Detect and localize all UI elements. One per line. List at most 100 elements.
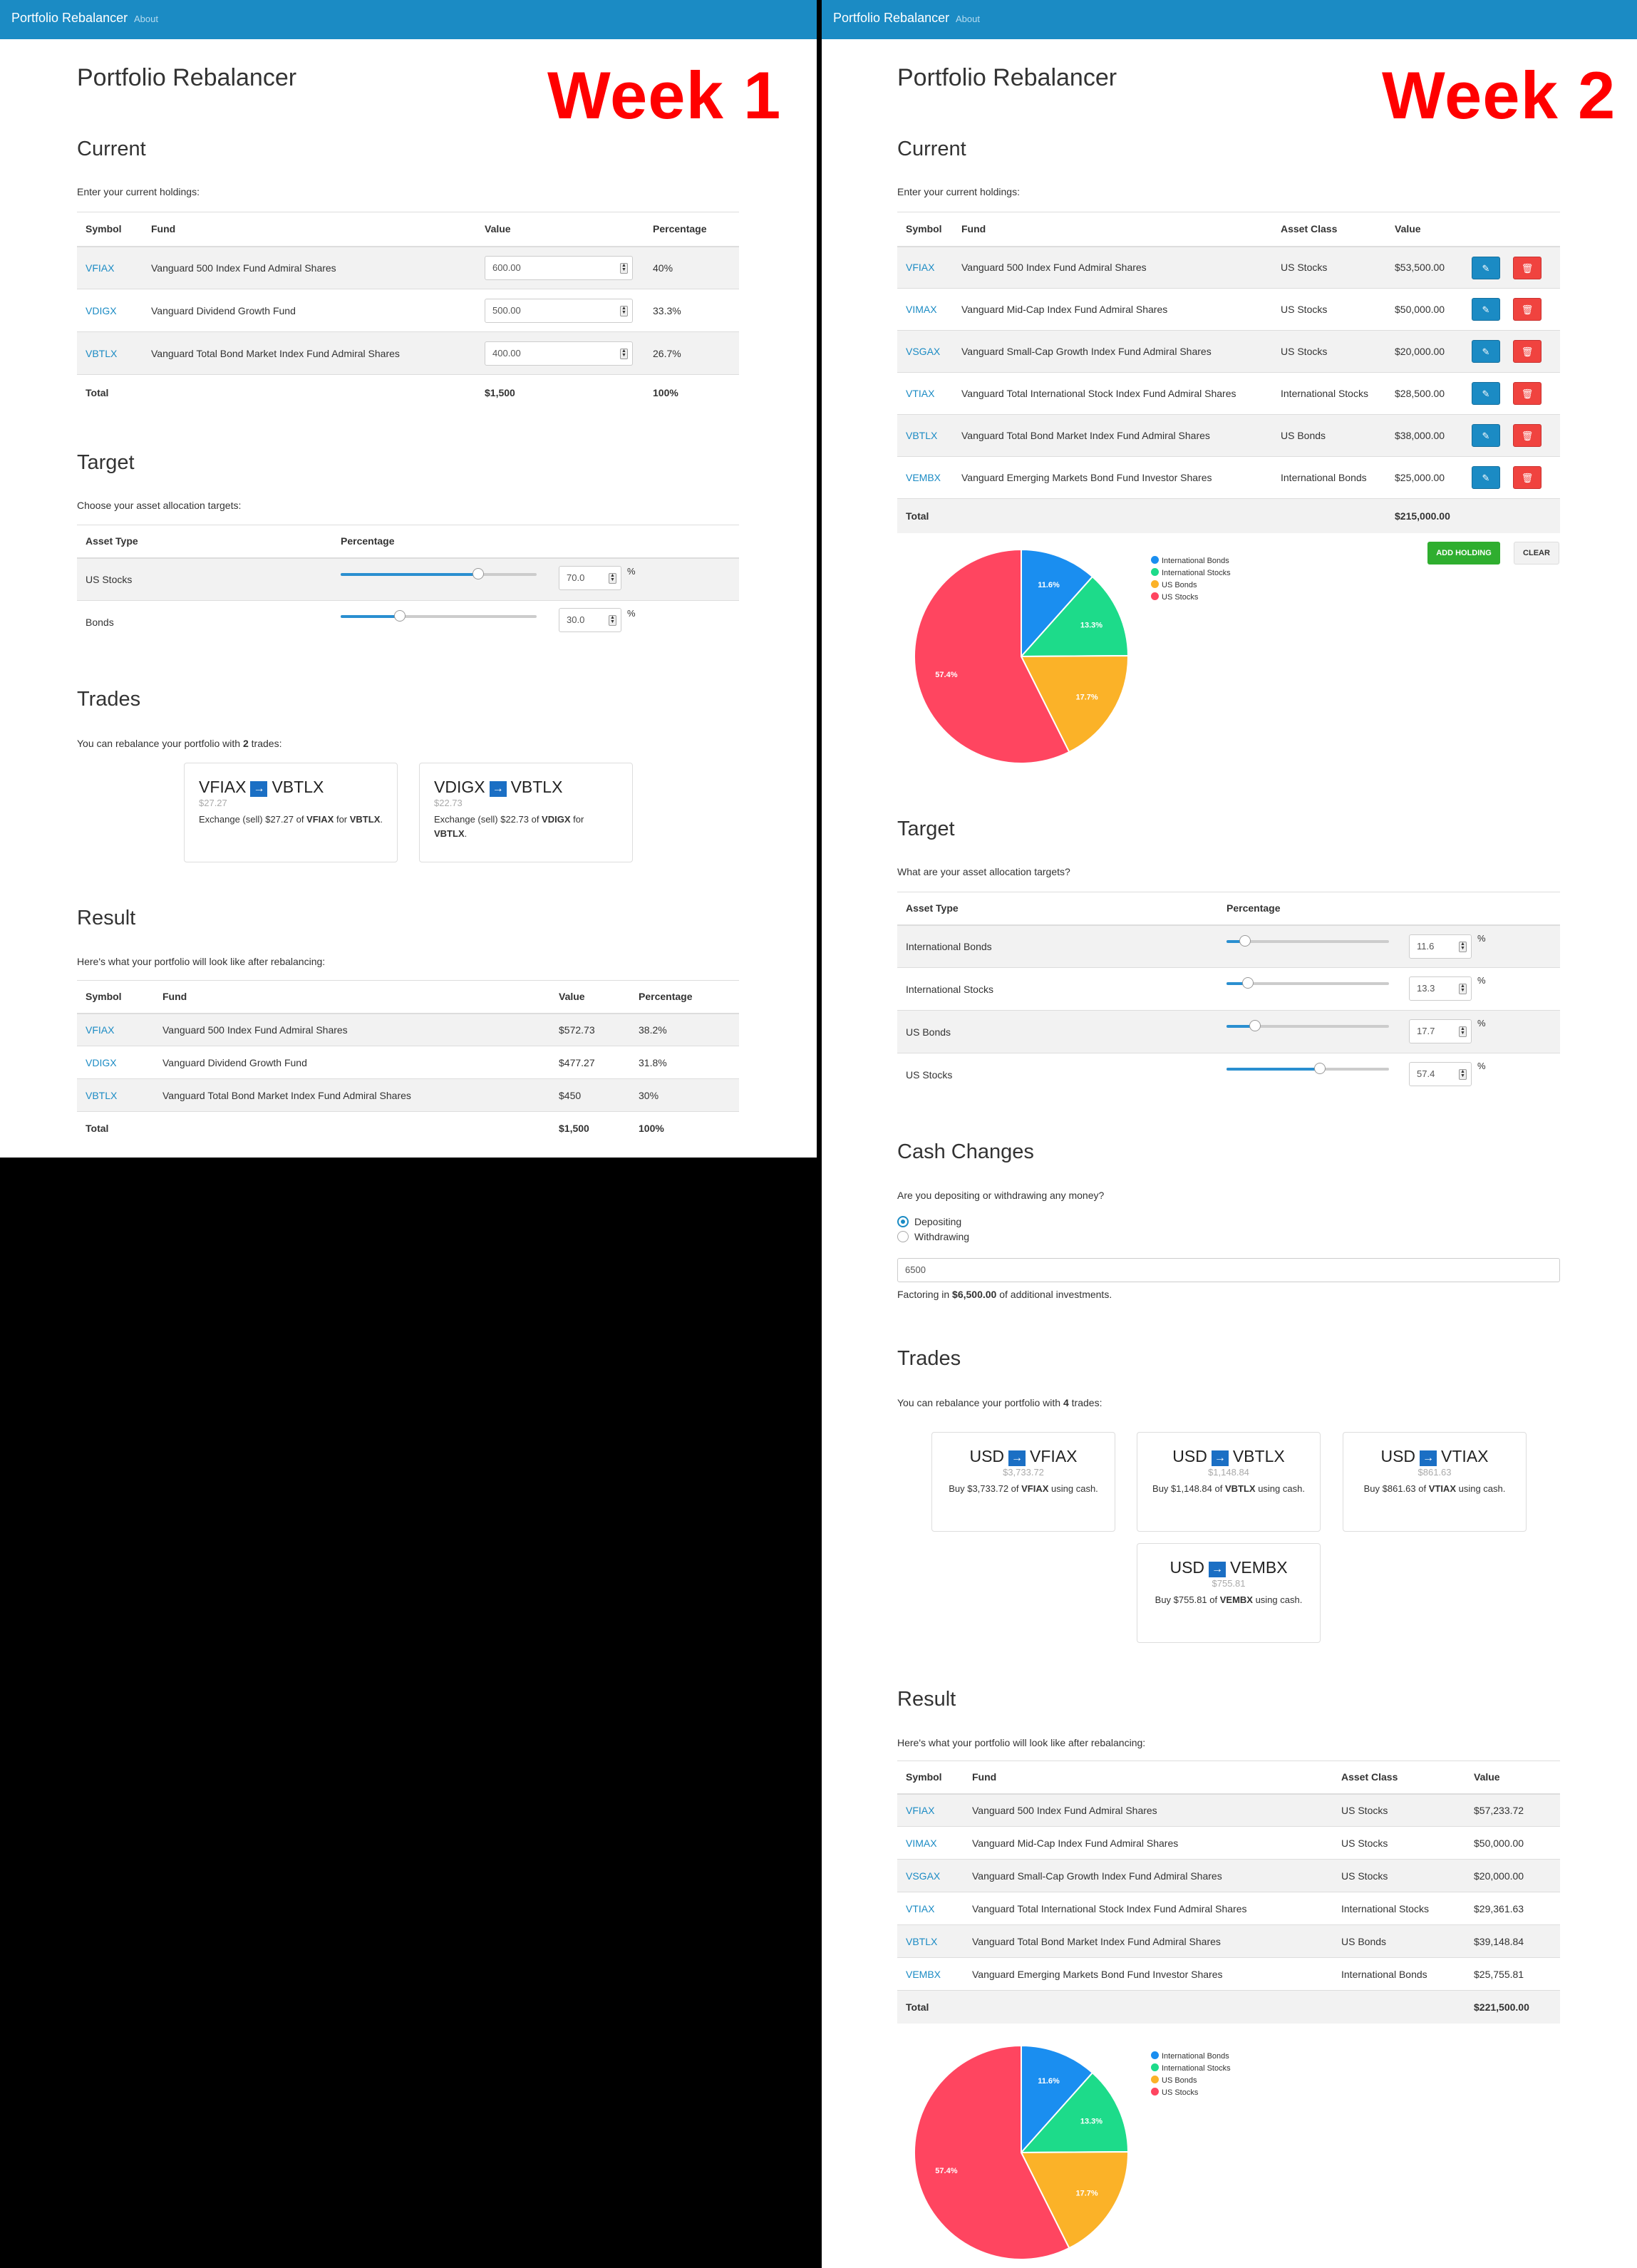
- legend-item[interactable]: US Stocks: [1151, 592, 1231, 604]
- add-holding-button[interactable]: ADD HOLDING: [1427, 542, 1500, 565]
- symbol-link[interactable]: VSGAX: [906, 346, 941, 357]
- col-header: Fund: [143, 212, 476, 247]
- cash-amount-input[interactable]: 6500: [897, 1258, 1560, 1282]
- section-heading: Result: [897, 1688, 956, 1711]
- about-link[interactable]: About: [134, 14, 158, 24]
- legend-item[interactable]: International Stocks: [1151, 567, 1231, 579]
- legend-item[interactable]: US Stocks: [1151, 2087, 1231, 2099]
- week-label: Week 1: [547, 58, 782, 133]
- legend-item[interactable]: US Bonds: [1151, 2075, 1231, 2087]
- value-input[interactable]: 400.00 ▲ ▼: [485, 341, 633, 366]
- value-input[interactable]: 600.00 ▲ ▼: [485, 255, 633, 280]
- symbol-link[interactable]: VDIGX: [86, 1056, 117, 1068]
- spinner-icon[interactable]: ▲ ▼: [1459, 984, 1467, 994]
- symbol-link[interactable]: VFIAX: [906, 262, 935, 274]
- legend-item[interactable]: International Bonds: [1151, 2051, 1231, 2063]
- symbol-link[interactable]: VIMAX: [906, 1837, 937, 1849]
- symbol-link[interactable]: VBTLX: [86, 347, 118, 359]
- allocation-slider[interactable]: [1227, 1020, 1389, 1031]
- asset-class: US Stocks: [1272, 246, 1386, 289]
- slice-label: 57.4%: [935, 671, 957, 679]
- symbol-link[interactable]: VBTLX: [906, 1935, 938, 1947]
- symbol-link[interactable]: VFIAX: [86, 1024, 115, 1036]
- fund-name: Vanguard Total International Stock Index…: [953, 372, 1272, 415]
- pencil-icon[interactable]: ✎: [1472, 382, 1500, 405]
- slider-handle[interactable]: [1249, 1020, 1261, 1031]
- fund-name: Vanguard Total Bond Market Index Fund Ad…: [953, 414, 1272, 457]
- asset-class: International Stocks: [1272, 372, 1386, 415]
- legend-item[interactable]: International Bonds: [1151, 555, 1231, 567]
- table-row: VDIGX Vanguard Dividend Growth Fund $477…: [77, 1046, 739, 1079]
- symbol-link[interactable]: VEMBX: [906, 1968, 941, 1980]
- symbol-link[interactable]: VTIAX: [906, 1902, 935, 1914]
- asset-type: US Stocks: [77, 557, 332, 601]
- slider-handle[interactable]: [1239, 934, 1251, 947]
- trash-icon[interactable]: 🗑: [1513, 256, 1542, 279]
- section-intro: Enter your current holdings:: [897, 186, 1020, 197]
- trash-icon[interactable]: 🗑: [1513, 466, 1542, 489]
- symbol-link[interactable]: VBTLX: [86, 1089, 118, 1101]
- legend-item[interactable]: US Bonds: [1151, 579, 1231, 592]
- symbol-link[interactable]: VIMAX: [906, 304, 937, 315]
- percentage-input[interactable]: 30.0 ▲ ▼: [559, 608, 621, 632]
- col-header: Asset Type: [77, 525, 332, 559]
- spinner-icon[interactable]: ▲ ▼: [609, 572, 616, 584]
- legend-swatch: [1151, 556, 1159, 564]
- pencil-icon[interactable]: ✎: [1472, 466, 1500, 489]
- depositing-radio[interactable]: [897, 1216, 909, 1227]
- percentage-input[interactable]: 13.3 ▲ ▼: [1409, 976, 1472, 1001]
- symbol-link[interactable]: VBTLX: [906, 430, 938, 441]
- brand-link[interactable]: Portfolio Rebalancer: [833, 11, 950, 25]
- pencil-icon[interactable]: ✎: [1472, 424, 1500, 447]
- trade-description: Buy $3,733.72 of VFIAX using cash.: [949, 1483, 1098, 1494]
- slider-handle[interactable]: [1242, 977, 1254, 989]
- percentage-input[interactable]: 17.7 ▲ ▼: [1409, 1019, 1472, 1043]
- trash-icon[interactable]: 🗑: [1513, 340, 1542, 363]
- spinner-icon[interactable]: ▲ ▼: [1459, 1026, 1467, 1037]
- value-input[interactable]: 500.00 ▲ ▼: [485, 298, 633, 323]
- allocation-slider[interactable]: [1227, 1063, 1389, 1074]
- spinner-icon[interactable]: ▲ ▼: [609, 615, 616, 626]
- trash-icon[interactable]: 🗑: [1513, 382, 1542, 405]
- holding-value: $57,233.72: [1465, 1793, 1560, 1827]
- pencil-icon[interactable]: ✎: [1472, 298, 1500, 321]
- allocation-slider[interactable]: [1227, 977, 1389, 989]
- symbol-link[interactable]: VFIAX: [906, 1804, 935, 1816]
- symbol-link[interactable]: VFIAX: [86, 262, 115, 274]
- percentage-input[interactable]: 70.0 ▲ ▼: [559, 565, 621, 590]
- section-heading: Trades: [897, 1347, 961, 1370]
- fund-name: Vanguard Total Bond Market Index Fund Ad…: [143, 331, 476, 375]
- slider-handle[interactable]: [472, 567, 484, 579]
- arrow-right-icon: →: [1420, 1450, 1437, 1466]
- spinner-icon[interactable]: ▲ ▼: [1459, 941, 1467, 952]
- pencil-icon[interactable]: ✎: [1472, 340, 1500, 363]
- pie-slice: [1019, 2071, 1130, 2154]
- brand-link[interactable]: Portfolio Rebalancer: [11, 11, 128, 25]
- legend-item[interactable]: International Stocks: [1151, 2063, 1231, 2075]
- clear-button[interactable]: CLEAR: [1514, 542, 1559, 565]
- spinner-icon[interactable]: ▲ ▼: [620, 262, 628, 274]
- about-link[interactable]: About: [956, 14, 980, 24]
- allocation-slider[interactable]: [1227, 934, 1389, 947]
- spinner-icon[interactable]: ▲ ▼: [620, 348, 628, 359]
- symbol-link[interactable]: VDIGX: [86, 304, 117, 316]
- percentage-input[interactable]: 11.6 ▲ ▼: [1409, 934, 1472, 959]
- symbol-link[interactable]: VSGAX: [906, 1870, 941, 1882]
- allocation-slider[interactable]: [341, 567, 537, 579]
- symbol-link[interactable]: VEMBX: [906, 472, 941, 483]
- allocation-slider[interactable]: [341, 610, 537, 622]
- trash-icon[interactable]: 🗑: [1513, 298, 1542, 321]
- pencil-icon[interactable]: ✎: [1472, 256, 1500, 279]
- table-row: VEMBX Vanguard Emerging Markets Bond Fund…: [897, 456, 1560, 499]
- slider-handle[interactable]: [1313, 1063, 1326, 1074]
- spinner-icon[interactable]: ▲ ▼: [620, 305, 628, 316]
- legend-swatch: [1151, 2063, 1159, 2071]
- withdrawing-radio[interactable]: [897, 1231, 909, 1242]
- slider-handle[interactable]: [393, 610, 406, 622]
- trash-icon[interactable]: 🗑: [1513, 424, 1542, 447]
- percentage-input[interactable]: 57.4 ▲ ▼: [1409, 1062, 1472, 1086]
- spinner-icon[interactable]: ▲ ▼: [1459, 1069, 1467, 1080]
- fund-name: Vanguard Total International Stock Index…: [964, 1892, 1333, 1925]
- pie-slice: [1020, 2151, 1129, 2249]
- symbol-link[interactable]: VTIAX: [906, 388, 935, 399]
